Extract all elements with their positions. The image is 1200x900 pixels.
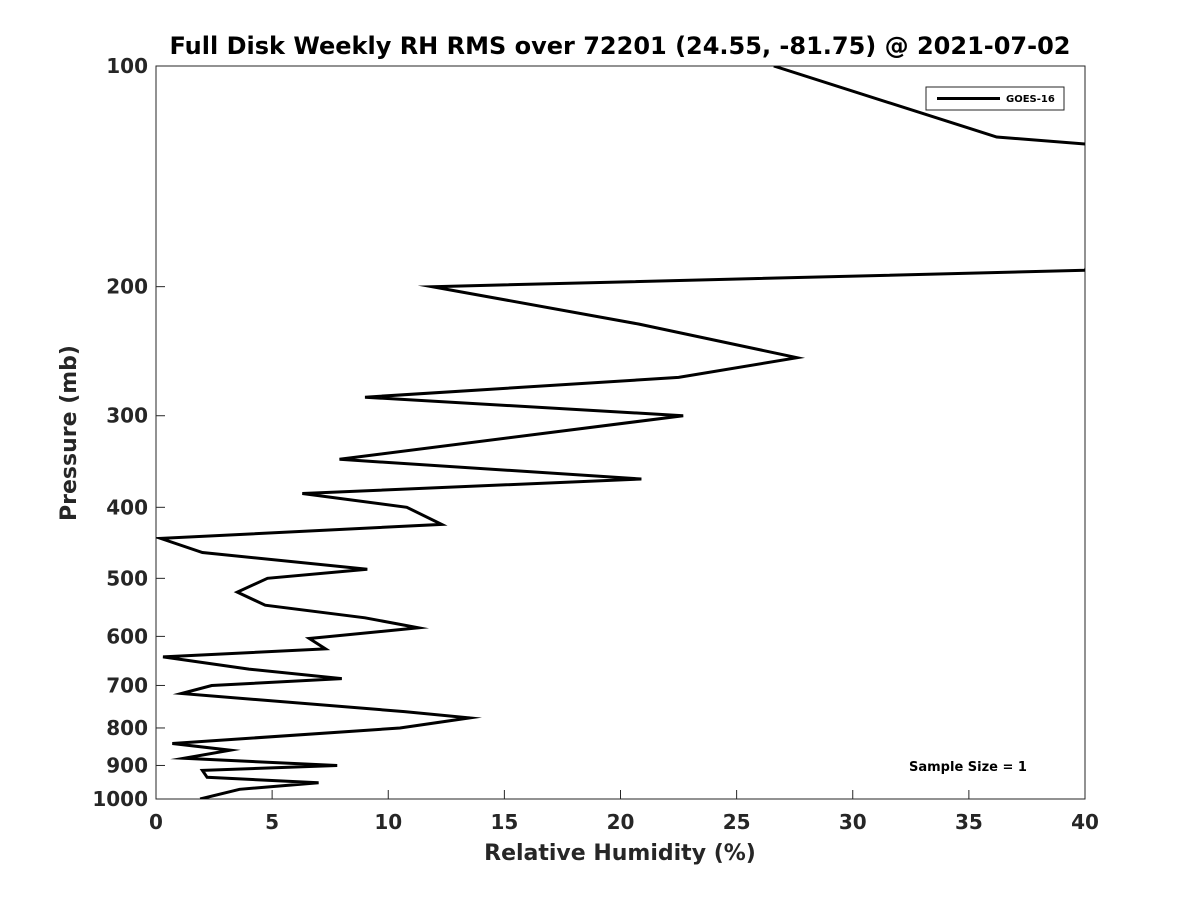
y-axis-label: Pressure (mb) (57, 345, 82, 521)
series-line-goes-16 (156, 66, 1085, 799)
x-axis-label: Relative Humidity (%) (484, 841, 756, 866)
x-tick-label: 20 (607, 810, 635, 834)
x-tick-label: 10 (374, 810, 402, 834)
y-tick-label: 100 (106, 54, 148, 78)
legend-label-goes-16: GOES-16 (1006, 94, 1055, 105)
x-tick-label: 5 (265, 810, 279, 834)
sample-size-annotation: Sample Size = 1 (909, 760, 1027, 775)
y-tick-label: 1000 (92, 787, 148, 811)
y-tick-label: 500 (106, 566, 148, 590)
x-tick-label: 15 (490, 810, 518, 834)
y-tick-label: 700 (106, 673, 148, 697)
y-axis-ticks: 100 200 300 400 500 600 700 800 900 1000 (92, 54, 165, 811)
legend: GOES-16 (925, 86, 1065, 111)
y-tick-label: 600 (106, 624, 148, 648)
y-tick-label: 900 (106, 753, 148, 777)
plot-area (155, 65, 1086, 800)
y-tick-label: 200 (106, 275, 148, 299)
y-tick-label: 300 (106, 404, 148, 428)
x-tick-label: 25 (723, 810, 751, 834)
x-tick-label: 40 (1071, 810, 1099, 834)
y-tick-label: 400 (106, 495, 148, 519)
chart-title: Full Disk Weekly RH RMS over 72201 (24.5… (169, 32, 1070, 60)
x-tick-label: 0 (149, 810, 163, 834)
x-axis-ticks: 0 5 10 15 20 25 30 35 40 (149, 790, 1099, 834)
x-tick-label: 35 (955, 810, 983, 834)
series-layer (156, 66, 1085, 799)
x-tick-label: 30 (839, 810, 867, 834)
y-tick-label: 800 (106, 716, 148, 740)
